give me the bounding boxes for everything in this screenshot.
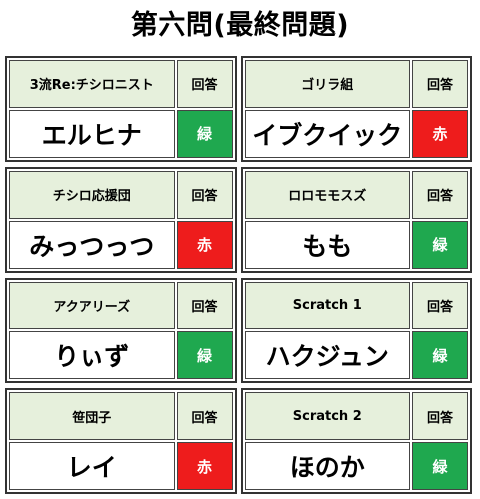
team-card: Scratch 2 回答 ほのか 緑 [240,388,472,494]
team-name: チシロ応援団 [9,170,175,219]
answer-header: 回答 [412,60,468,108]
team-answer: りぃず [9,331,175,380]
team-card: Scratch 1 回答 ハクジュン 緑 [240,277,472,384]
answer-header: 回答 [176,281,233,330]
team-name: Scratch 2 [244,392,410,441]
answer-header: 回答 [176,60,233,108]
answer-header: 回答 [412,170,468,219]
answer-header: 回答 [412,392,468,441]
team-card: 3流Re:チシロニスト 回答 エルヒナ 緑 [5,56,237,162]
team-name: アクアリーズ [9,281,175,330]
result-badge: 緑 [412,220,468,269]
team-name: 3流Re:チシロニスト [9,60,175,108]
team-answer: イブクイック [244,109,410,158]
result-badge: 緑 [176,109,233,158]
team-card: ゴリラ組 回答 イブクイック 赤 [240,56,472,162]
result-badge: 赤 [412,109,468,158]
team-answer: ハクジュン [244,331,410,380]
team-answer: もも [244,220,410,269]
team-answer: レイ [9,442,175,490]
results-grid: 3流Re:チシロニスト 回答 エルヒナ 緑 ゴリラ組 回答 イブクイック 赤 チ… [5,56,472,494]
result-badge: 赤 [176,442,233,490]
team-name: Scratch 1 [244,281,410,330]
team-answer: ほのか [244,442,410,490]
team-name: 笹団子 [9,392,175,441]
team-card: 笹団子 回答 レイ 赤 [5,388,237,494]
result-badge: 緑 [176,331,233,380]
team-card: アクアリーズ 回答 りぃず 緑 [5,277,237,384]
answer-header: 回答 [176,392,233,441]
answer-header: 回答 [412,281,468,330]
team-card: チシロ応援団 回答 みっつっつ 赤 [5,166,237,273]
page-title: 第六問(最終問題) [130,10,350,41]
answer-header: 回答 [176,170,233,219]
team-answer: みっつっつ [9,220,175,269]
result-badge: 赤 [176,220,233,269]
team-card: ロロモモスズ 回答 もも 緑 [240,166,472,273]
team-name: ゴリラ組 [244,60,410,108]
team-answer: エルヒナ [9,109,175,158]
team-name: ロロモモスズ [244,170,410,219]
result-badge: 緑 [412,442,468,490]
result-badge: 緑 [412,331,468,380]
